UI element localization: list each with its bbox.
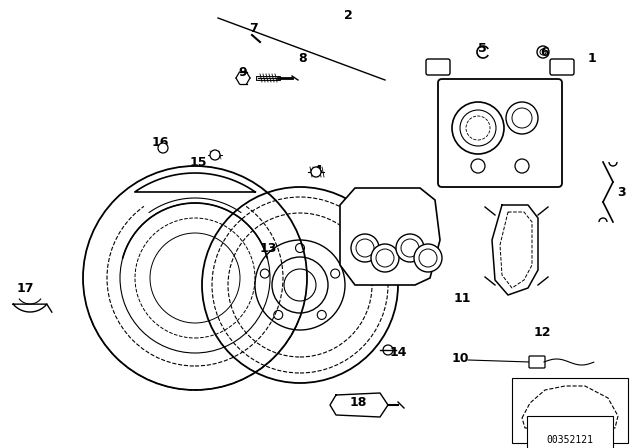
- Circle shape: [515, 159, 529, 173]
- Polygon shape: [135, 173, 255, 212]
- Text: 4: 4: [314, 164, 323, 177]
- Circle shape: [588, 418, 608, 438]
- Text: 8: 8: [299, 52, 307, 65]
- Text: 15: 15: [189, 155, 207, 168]
- Circle shape: [351, 234, 379, 262]
- Circle shape: [506, 102, 538, 134]
- Text: 12: 12: [533, 326, 551, 339]
- Polygon shape: [492, 205, 538, 295]
- Circle shape: [452, 102, 504, 154]
- Text: 16: 16: [151, 135, 169, 148]
- Polygon shape: [13, 299, 47, 312]
- Circle shape: [158, 143, 168, 153]
- Text: 13: 13: [259, 241, 276, 254]
- Text: 10: 10: [451, 352, 468, 365]
- Text: 3: 3: [618, 185, 627, 198]
- Bar: [512, 378, 628, 443]
- Text: 7: 7: [248, 22, 257, 34]
- Text: 00352121: 00352121: [547, 435, 593, 445]
- Circle shape: [371, 244, 399, 272]
- Text: 11: 11: [453, 292, 471, 305]
- Circle shape: [537, 46, 549, 58]
- Circle shape: [396, 234, 424, 262]
- Circle shape: [210, 150, 220, 160]
- Text: 9: 9: [239, 65, 247, 78]
- Text: 17: 17: [16, 281, 34, 294]
- Circle shape: [311, 167, 321, 177]
- Text: 6: 6: [541, 46, 549, 59]
- FancyBboxPatch shape: [426, 59, 450, 75]
- FancyBboxPatch shape: [550, 59, 574, 75]
- Polygon shape: [330, 393, 388, 417]
- Text: 2: 2: [344, 9, 353, 22]
- Polygon shape: [340, 188, 440, 285]
- FancyBboxPatch shape: [438, 79, 562, 187]
- Text: 1: 1: [588, 52, 596, 65]
- Circle shape: [471, 159, 485, 173]
- FancyBboxPatch shape: [529, 356, 545, 368]
- Text: 14: 14: [389, 345, 407, 358]
- Text: 5: 5: [477, 42, 486, 55]
- Text: 18: 18: [349, 396, 367, 409]
- Circle shape: [414, 244, 442, 272]
